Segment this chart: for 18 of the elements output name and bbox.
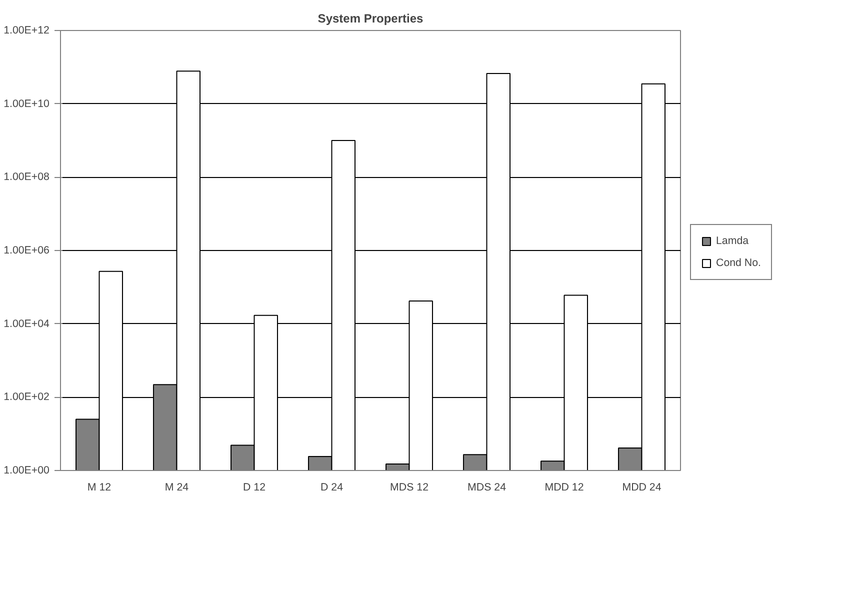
x-tick-label: MDD 24 [622, 482, 662, 494]
x-tick-label: M 24 [164, 482, 189, 494]
y-tick-label: 1.00E+10 [4, 98, 50, 110]
x-tick-label: D 24 [320, 482, 344, 494]
x-tick-label: M 12 [87, 482, 112, 494]
legend-label: Lamda [716, 235, 749, 247]
y-tick-label: 1.00E+04 [4, 318, 50, 330]
x-tick-label: D 12 [242, 482, 266, 494]
x-tick-label: MDD 12 [544, 482, 584, 494]
y-tick-label: 1.00E+08 [4, 171, 50, 184]
y-tick-label: 1.00E+12 [4, 24, 50, 36]
x-tick-label: MDS 24 [468, 482, 506, 494]
legend-label: Cond No. [716, 257, 762, 269]
y-tick-label: 1.00E+00 [4, 464, 50, 476]
y-tick-label: 1.00E+06 [4, 244, 50, 256]
chart-title: System Properties [318, 12, 424, 26]
x-tick-label: MDS 12 [390, 482, 429, 494]
y-tick-label: 1.00E+02 [4, 391, 50, 404]
